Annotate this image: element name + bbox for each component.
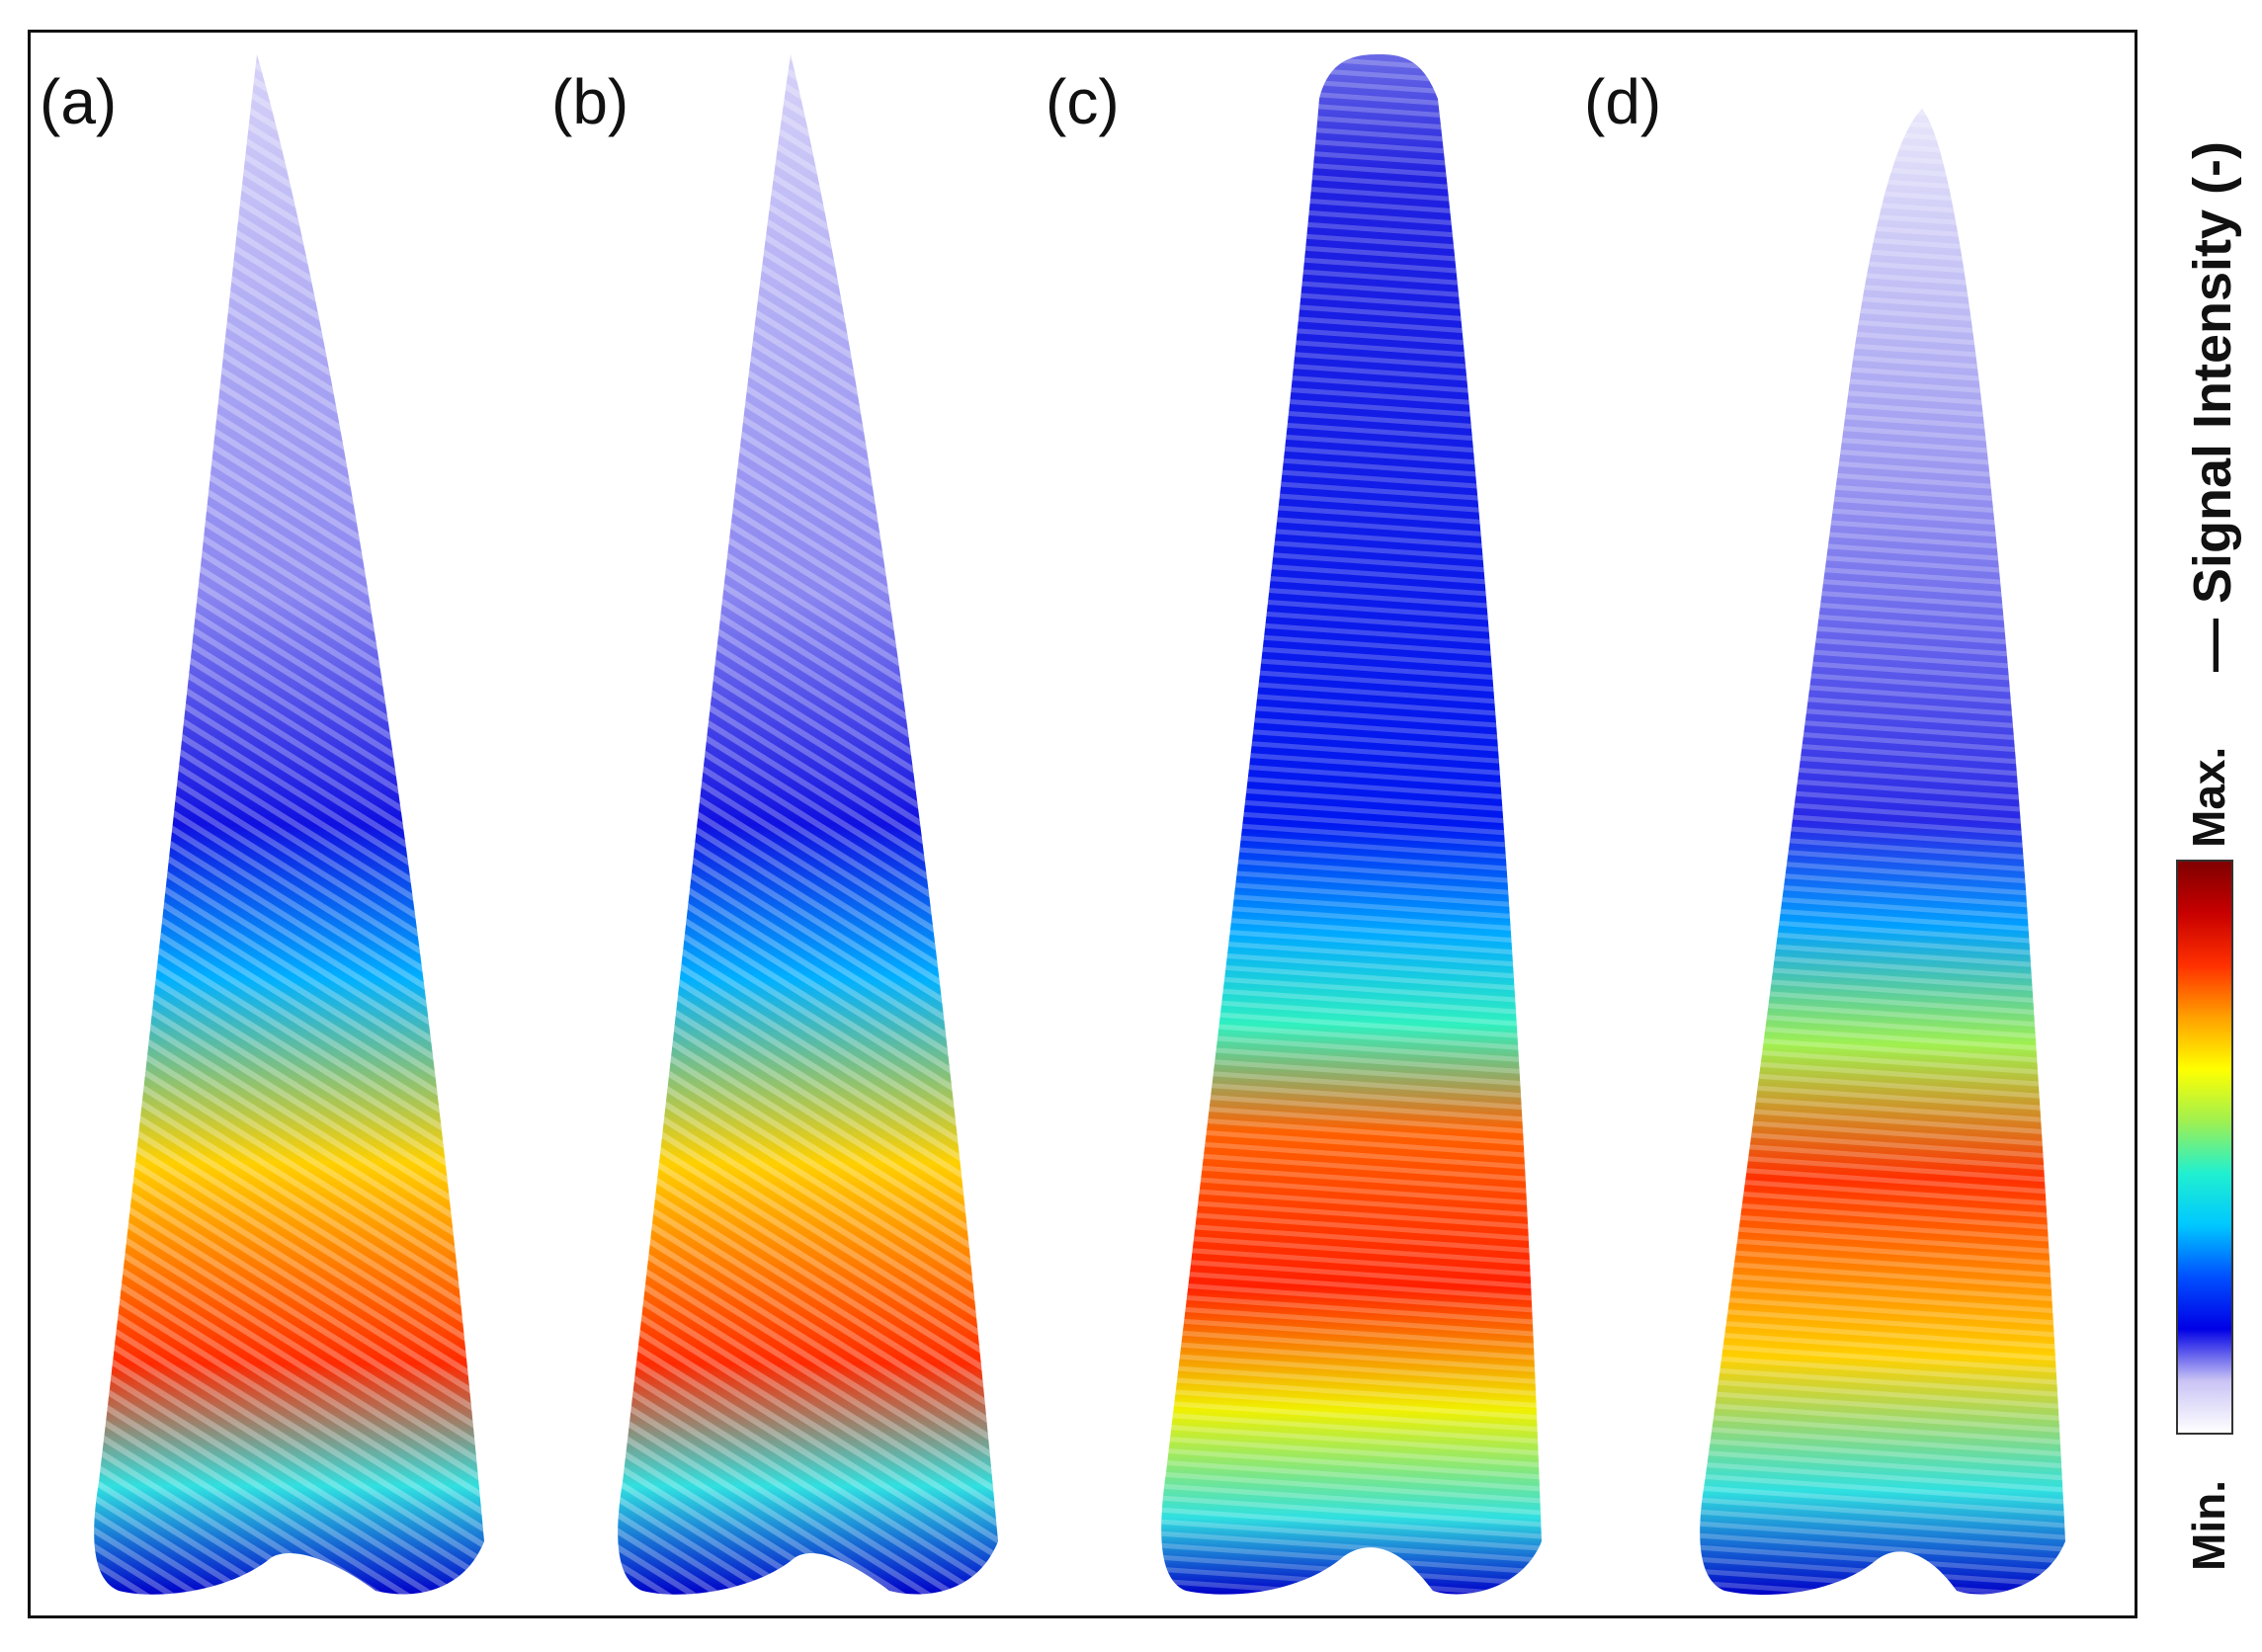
panel-b-plume bbox=[618, 54, 998, 1595]
panel-label-b: (b) bbox=[551, 66, 629, 137]
colorbar-title: — Signal Intensity (-) bbox=[2183, 140, 2242, 672]
panel-label-a: (a) bbox=[40, 66, 118, 137]
colorbar bbox=[2176, 860, 2233, 1435]
colorbar-min-label: Min. bbox=[2183, 1480, 2234, 1571]
panel-a-plume bbox=[94, 54, 485, 1595]
panel-label-d: (d) bbox=[1584, 66, 1662, 137]
colorbar-max-label: Max. bbox=[2183, 746, 2234, 848]
panel-d-plume bbox=[1700, 109, 2065, 1596]
panel-label-c: (c) bbox=[1046, 66, 1120, 137]
panel-c-plume bbox=[1161, 54, 1542, 1595]
